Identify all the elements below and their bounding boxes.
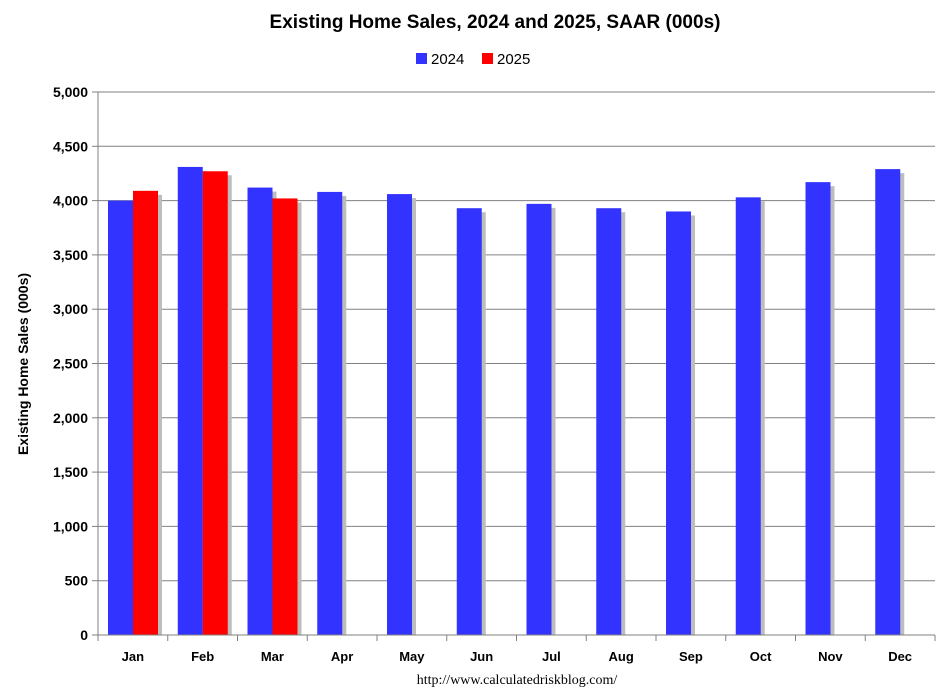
y-tick-label: 0 xyxy=(80,627,88,643)
bar-2024-jul xyxy=(526,203,552,635)
legend-swatch-2025 xyxy=(482,53,493,64)
bar-2024-may xyxy=(387,194,412,636)
y-tick-label: 3,500 xyxy=(53,247,88,263)
y-tick-label: 3,000 xyxy=(53,301,88,317)
bar-2024-jan xyxy=(108,200,133,635)
bar-2025-feb xyxy=(202,171,228,635)
x-tick-label: May xyxy=(399,649,425,664)
x-tick-label: Sep xyxy=(679,649,703,664)
bar-2024-mar xyxy=(247,187,273,635)
y-axis: 0 500 1,000 1,500 2,000 2,500 3,000 3,500 4,000 4… xyxy=(53,84,99,643)
bar-2024-sep xyxy=(666,211,691,635)
legend-label-2024: 2024 xyxy=(431,51,464,68)
bar-2025-mar xyxy=(272,198,298,636)
bar-2024-aug xyxy=(596,208,622,635)
y-tick-label: 4,500 xyxy=(53,138,88,154)
bar-2024-oct xyxy=(735,197,761,636)
bar-2024-dec xyxy=(875,169,901,635)
y-tick-label: 5,000 xyxy=(53,84,88,100)
legend: 2024 2025 xyxy=(416,51,530,68)
legend-label-2025: 2025 xyxy=(497,51,530,68)
x-tick-label: Dec xyxy=(888,649,912,664)
gridlines xyxy=(98,91,935,582)
y-tick-label: 1,500 xyxy=(53,464,88,480)
x-tick-label: Jul xyxy=(542,649,561,664)
y-tick-label: 2,000 xyxy=(53,410,88,426)
x-tick-label: Nov xyxy=(818,649,843,664)
bar-2025-jan xyxy=(133,190,158,636)
x-tick-label: Jun xyxy=(470,649,493,664)
x-tick-label: Feb xyxy=(191,649,214,664)
y-tick-label: 4,000 xyxy=(53,193,88,209)
x-tick-label: Mar xyxy=(261,649,284,664)
bar-2024-apr xyxy=(317,191,343,636)
y-tick-label: 500 xyxy=(65,573,89,589)
chart-title: Existing Home Sales, 2024 and 2025, SAAR… xyxy=(270,12,721,33)
y-tick-label: 1,000 xyxy=(53,518,88,534)
source-url: http://www.calculatedriskblog.com/ xyxy=(417,673,618,688)
x-tick-label: Aug xyxy=(608,649,633,664)
y-tick-label: 2,500 xyxy=(53,356,88,372)
bar-2024-nov xyxy=(805,182,831,635)
x-tick-label: Jan xyxy=(122,649,144,664)
bar-2024-jun xyxy=(456,208,482,635)
x-tick-label: Oct xyxy=(750,649,772,664)
legend-swatch-2024 xyxy=(416,53,427,64)
y-axis-label: Existing Home Sales (000s) xyxy=(15,273,31,455)
x-tick-label: Apr xyxy=(331,649,353,664)
x-axis: Jan Feb Mar Apr May Jun Jul Aug Sep Oct Nov Dec xyxy=(97,634,936,664)
bar-2024-feb xyxy=(177,166,203,635)
bars xyxy=(108,166,905,636)
